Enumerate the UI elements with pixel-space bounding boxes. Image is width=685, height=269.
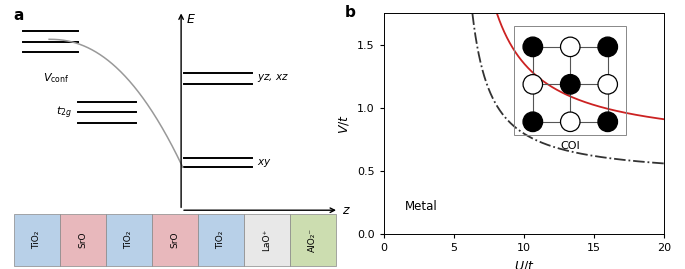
Text: TiO₂: TiO₂ (124, 231, 133, 249)
Circle shape (598, 75, 617, 94)
Text: LaO⁺: LaO⁺ (262, 229, 271, 251)
Text: $E$: $E$ (186, 13, 196, 26)
Text: AlO₂⁻: AlO₂⁻ (308, 228, 317, 252)
Circle shape (523, 75, 543, 94)
Circle shape (560, 37, 580, 56)
Text: Metal: Metal (405, 200, 438, 213)
Text: $xy$: $xy$ (257, 157, 271, 169)
Text: $yz$, $xz$: $yz$, $xz$ (257, 72, 289, 84)
Circle shape (560, 75, 580, 94)
Text: SrO: SrO (78, 232, 87, 249)
Bar (198, 214, 244, 266)
Circle shape (523, 112, 543, 132)
Text: TiO₂: TiO₂ (216, 231, 225, 249)
Text: TiO₂: TiO₂ (32, 231, 41, 249)
Y-axis label: $V/t$: $V/t$ (338, 114, 351, 134)
X-axis label: $U/t$: $U/t$ (514, 259, 534, 269)
Circle shape (560, 112, 580, 132)
Bar (244, 214, 290, 266)
Bar (151, 214, 198, 266)
Text: $z$: $z$ (342, 204, 351, 217)
Bar (60, 214, 105, 266)
Text: b: b (345, 5, 355, 20)
Bar (105, 214, 151, 266)
Text: $t_{2g}$: $t_{2g}$ (55, 104, 72, 121)
Text: $V_\mathrm{conf}$: $V_\mathrm{conf}$ (42, 72, 69, 85)
Bar (290, 214, 336, 266)
Text: a: a (14, 8, 24, 23)
Text: COI: COI (560, 140, 580, 151)
Bar (14, 214, 60, 266)
Text: SrO: SrO (170, 232, 179, 249)
Circle shape (523, 37, 543, 56)
Circle shape (598, 112, 617, 132)
Circle shape (598, 37, 617, 56)
